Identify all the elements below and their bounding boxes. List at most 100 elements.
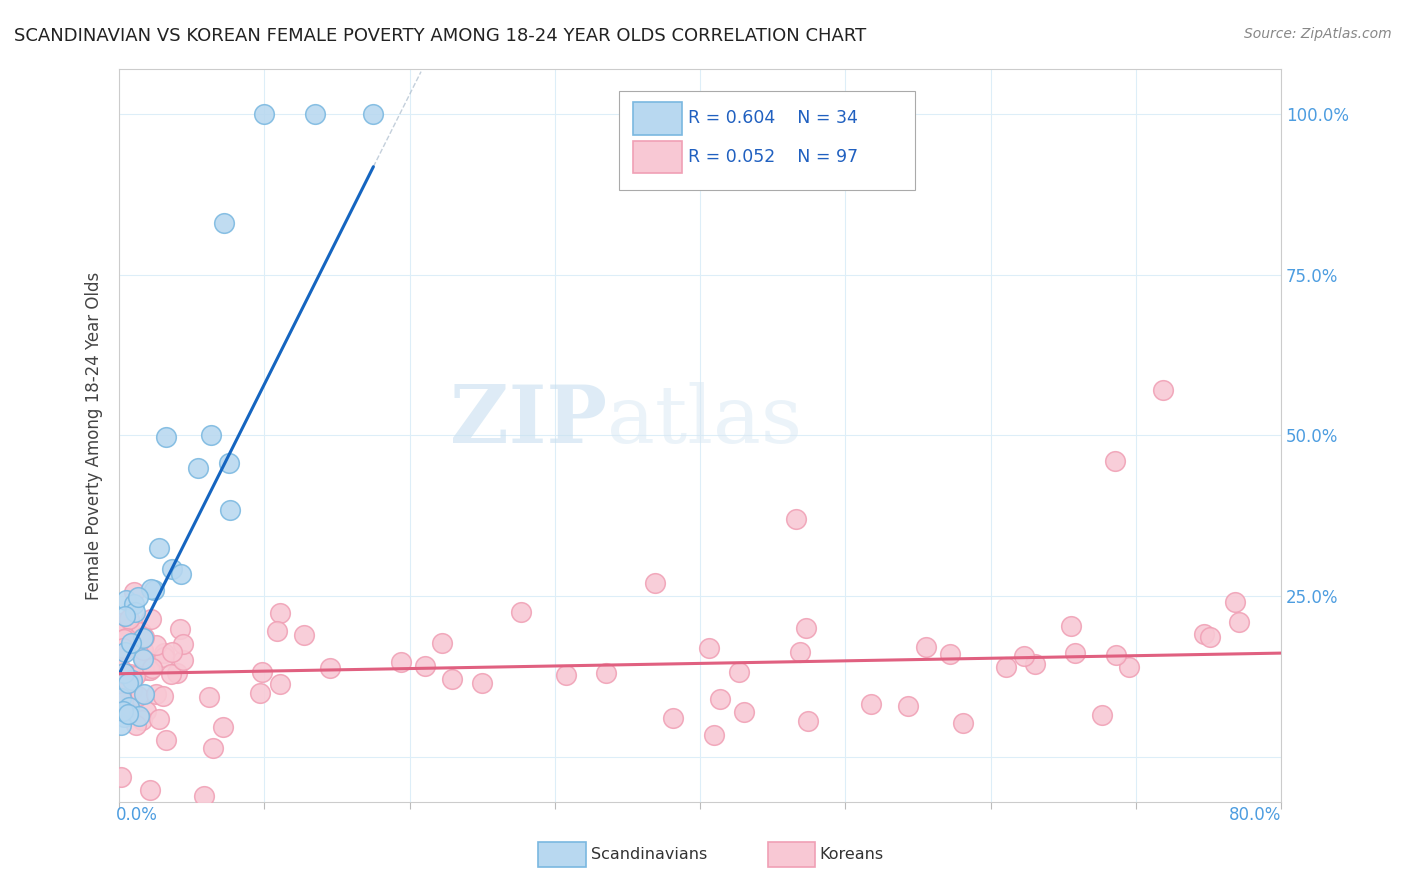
Point <box>112 671 135 685</box>
Point <box>134 663 156 677</box>
Point <box>1063 646 1085 660</box>
Point <box>709 692 731 706</box>
Point <box>727 665 749 680</box>
Text: R = 0.604    N = 34: R = 0.604 N = 34 <box>689 109 859 127</box>
Point <box>111 693 134 707</box>
Point <box>142 582 165 597</box>
Point <box>118 706 141 721</box>
Point <box>212 216 235 230</box>
Point <box>200 427 222 442</box>
Point <box>110 685 132 699</box>
Point <box>127 689 149 703</box>
Point <box>114 592 136 607</box>
Point <box>595 665 617 680</box>
Point <box>219 503 242 517</box>
Point <box>1105 648 1128 662</box>
Point <box>193 789 215 803</box>
Point <box>117 676 139 690</box>
Point <box>131 714 153 728</box>
Point <box>1225 595 1247 609</box>
Point <box>796 714 818 728</box>
Point <box>510 605 533 619</box>
Point <box>202 740 225 755</box>
Point <box>319 661 342 675</box>
FancyBboxPatch shape <box>619 91 915 190</box>
Point <box>148 541 170 555</box>
Point <box>110 699 132 714</box>
Point <box>166 666 188 681</box>
Point <box>860 697 883 711</box>
Point <box>114 645 136 659</box>
Point <box>662 711 685 725</box>
Point <box>413 659 436 673</box>
Point <box>139 612 162 626</box>
Point <box>153 650 176 665</box>
Point <box>131 649 153 664</box>
Point <box>141 582 163 597</box>
Point <box>122 585 145 599</box>
Text: Source: ZipAtlas.com: Source: ZipAtlas.com <box>1244 27 1392 41</box>
Point <box>432 635 454 649</box>
Point <box>110 691 132 706</box>
Point <box>111 641 134 656</box>
Point <box>794 621 817 635</box>
Point <box>644 575 666 590</box>
Text: R = 0.052    N = 97: R = 0.052 N = 97 <box>689 147 859 166</box>
Point <box>110 770 132 784</box>
Point <box>127 590 149 604</box>
Point <box>939 647 962 661</box>
Point <box>114 641 136 656</box>
Point <box>138 663 160 677</box>
Point <box>1060 619 1083 633</box>
Point <box>218 456 240 470</box>
Point <box>135 705 157 719</box>
Point <box>112 665 135 680</box>
Point <box>915 640 938 654</box>
Point <box>1199 630 1222 644</box>
Point <box>703 728 725 742</box>
Point <box>363 106 385 120</box>
Point <box>1227 615 1250 629</box>
Point <box>269 676 291 690</box>
Point <box>294 628 316 642</box>
Point <box>121 682 143 697</box>
Point <box>1152 384 1174 398</box>
Point <box>139 783 162 797</box>
Point <box>153 646 176 660</box>
Point <box>785 511 807 525</box>
Point <box>124 605 146 619</box>
Point <box>266 624 288 639</box>
Point <box>389 655 412 669</box>
Point <box>110 718 132 732</box>
Point <box>155 732 177 747</box>
Point <box>897 698 920 713</box>
Point <box>139 663 162 677</box>
Point <box>112 632 135 646</box>
Point <box>995 660 1018 674</box>
Point <box>118 667 141 681</box>
Point <box>110 615 132 630</box>
Point <box>304 106 326 120</box>
Point <box>112 666 135 681</box>
Point <box>172 637 194 651</box>
Text: ZIP: ZIP <box>450 382 607 459</box>
Point <box>114 632 136 646</box>
Point <box>120 636 142 650</box>
Point <box>160 562 183 576</box>
Point <box>132 630 155 644</box>
Point <box>112 704 135 718</box>
Point <box>269 607 291 621</box>
Point <box>211 720 233 734</box>
Point <box>145 687 167 701</box>
Point <box>1091 707 1114 722</box>
Text: 80.0%: 80.0% <box>1229 805 1281 823</box>
Point <box>733 705 755 719</box>
Point <box>132 652 155 666</box>
Point <box>197 690 219 704</box>
Text: SCANDINAVIAN VS KOREAN FEMALE POVERTY AMONG 18-24 YEAR OLDS CORRELATION CHART: SCANDINAVIAN VS KOREAN FEMALE POVERTY AM… <box>14 27 866 45</box>
Point <box>1024 657 1046 672</box>
Point <box>952 715 974 730</box>
Point <box>124 669 146 683</box>
Point <box>114 609 136 624</box>
Point <box>253 106 276 120</box>
